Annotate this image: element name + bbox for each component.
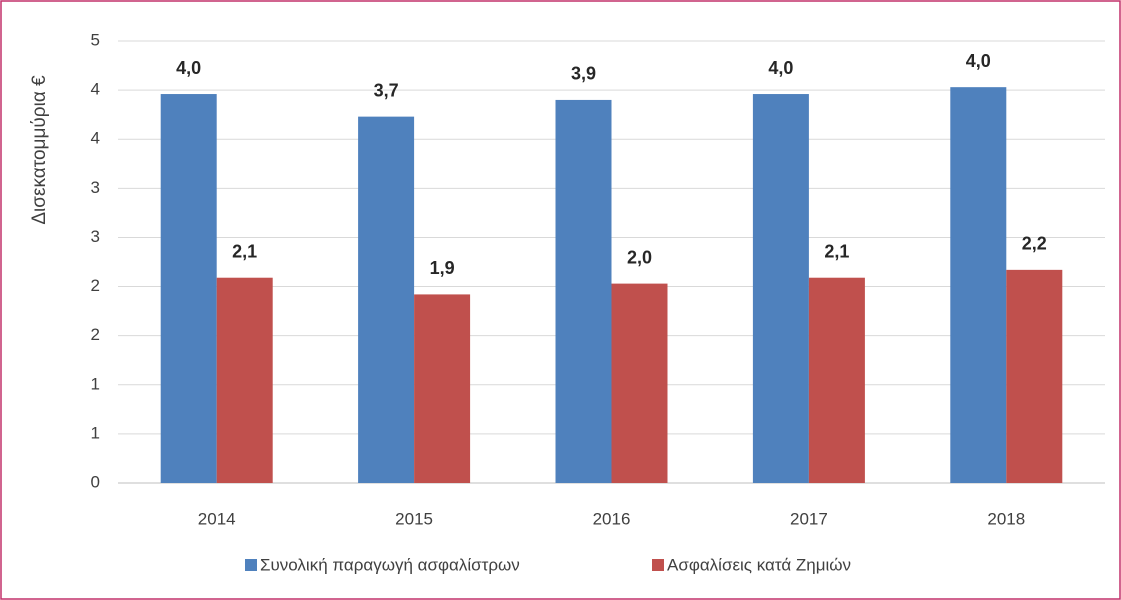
y-tick-label: 2: [91, 276, 100, 295]
y-tick-label: 4: [91, 80, 100, 99]
value-label: 4,0: [966, 51, 991, 71]
bar: [1006, 269, 1063, 483]
y-tick-label: 3: [91, 178, 100, 197]
y-tick-label: 4: [91, 129, 100, 148]
x-tick-label: 2016: [593, 509, 631, 528]
bar: [752, 94, 809, 483]
legend-swatch: [652, 559, 664, 571]
value-label: 2,2: [1022, 234, 1047, 254]
bar: [808, 277, 865, 483]
y-tick-label: 1: [91, 374, 100, 393]
y-tick-label: 3: [91, 227, 100, 246]
x-tick-label: 2015: [395, 509, 433, 528]
legend-swatch: [245, 559, 257, 571]
y-tick-label: 2: [91, 325, 100, 344]
x-tick-label: 2017: [790, 509, 828, 528]
x-tick-label: 2018: [987, 509, 1025, 528]
value-label: 4,0: [768, 58, 793, 78]
bar: [611, 283, 668, 483]
bar: [216, 277, 273, 483]
value-label: 2,1: [232, 241, 257, 261]
y-axis-title: Δισεκατομμύρια €: [29, 75, 50, 225]
value-label: 3,9: [571, 64, 596, 84]
bar: [950, 87, 1007, 484]
value-label: 1,9: [430, 258, 455, 278]
legend-label: Ασφαλίσεις κατά Ζημιών: [667, 555, 851, 574]
legend-label: Συνολική παραγωγή ασφαλίστρων: [260, 555, 520, 574]
x-tick-label: 2014: [198, 509, 236, 528]
y-tick-label: 5: [91, 30, 100, 49]
bar: [160, 94, 217, 483]
value-label: 2,0: [627, 247, 652, 267]
value-label: 2,1: [824, 241, 849, 261]
bar: [414, 294, 471, 483]
value-label: 3,7: [374, 80, 399, 100]
y-tick-label: 0: [91, 472, 100, 491]
y-tick-label: 1: [91, 423, 100, 442]
bar: [358, 116, 415, 484]
bar: [555, 99, 612, 483]
value-label: 4,0: [176, 58, 201, 78]
